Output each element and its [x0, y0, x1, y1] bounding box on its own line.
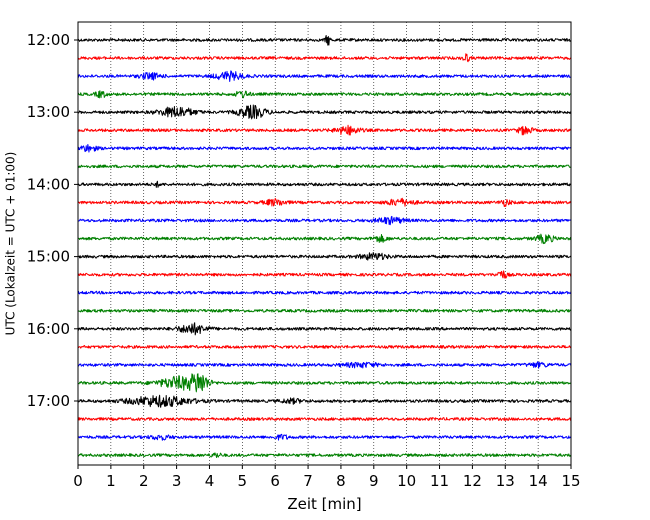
trace-group [77, 34, 572, 459]
y-axis-ticks: 12:00 13:00 14:00 15:00 16:00 17:00 [27, 31, 78, 410]
seismic-trace [77, 373, 572, 393]
seismic-trace [77, 53, 572, 63]
y-tick-label: 17:00 [27, 392, 70, 410]
x-tick-label: 5 [238, 472, 248, 490]
x-tick-label: 13 [496, 472, 515, 490]
y-tick-label: 14:00 [27, 175, 70, 193]
seismic-trace [77, 290, 572, 295]
seismic-trace [77, 124, 572, 136]
x-tick-label: 15 [561, 472, 580, 490]
x-tick-label: 4 [205, 472, 215, 490]
y-tick-label: 16:00 [27, 320, 70, 338]
x-tick-label: 14 [529, 472, 548, 490]
y-axis-label: UTC (Lokalzeit = UTC + 01:00) [4, 152, 18, 336]
seismic-trace [77, 394, 572, 408]
x-tick-label: 12 [463, 472, 482, 490]
seismic-trace [77, 34, 572, 46]
seismic-trace [77, 417, 572, 421]
seismic-trace [77, 197, 572, 208]
y-tick-label: 12:00 [27, 31, 70, 49]
x-tick-label: 10 [397, 472, 416, 490]
seismic-trace [77, 361, 572, 369]
plot-frame [77, 21, 572, 466]
x-tick-label: 11 [430, 472, 449, 490]
seismic-trace [77, 143, 572, 153]
x-tick-label: 9 [369, 472, 379, 490]
seismic-trace [77, 104, 572, 120]
seismic-trace [77, 344, 572, 349]
seismic-trace [77, 270, 572, 279]
x-tick-label: 0 [73, 472, 83, 490]
seismic-trace [77, 308, 572, 313]
seismic-trace [77, 90, 572, 99]
seismic-trace [77, 322, 572, 336]
x-tick-label: 1 [106, 472, 116, 490]
seismic-trace [77, 233, 572, 245]
y-tick-label: 15:00 [27, 248, 70, 266]
x-tick-label: 6 [270, 472, 280, 490]
seismic-trace [77, 452, 572, 459]
x-tick-label: 8 [336, 472, 346, 490]
seismic-trace [77, 164, 572, 169]
y-tick-label: 13:00 [27, 103, 70, 121]
x-tick-label: 2 [139, 472, 149, 490]
seismic-trace [77, 251, 572, 261]
x-tick-label: 3 [172, 472, 182, 490]
x-tick-label: 7 [303, 472, 313, 490]
seismic-trace [77, 433, 572, 441]
seismic-trace [77, 215, 572, 226]
seismic-trace [77, 70, 572, 82]
seismic-trace [77, 180, 572, 188]
x-axis-label: Zeit [min] [287, 495, 361, 513]
x-axis-ticks: 0 1 2 3 4 5 6 7 8 9 10 11 12 13 14 15 [73, 465, 581, 490]
